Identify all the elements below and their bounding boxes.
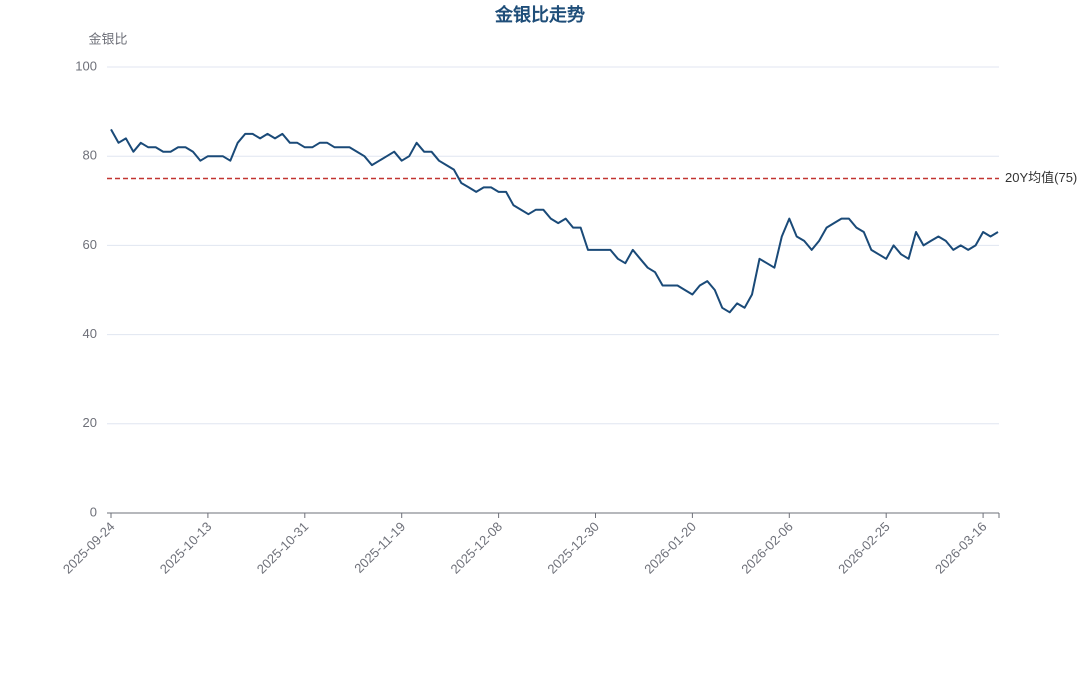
x-tick-label: 2025-10-13 — [157, 519, 215, 577]
x-tick-label: 2026-02-06 — [738, 519, 796, 577]
reference-label: 20Y均值(75) — [1005, 170, 1077, 185]
x-tick-label: 2025-10-31 — [254, 519, 312, 577]
x-tick-label: 2025-09-24 — [60, 519, 118, 577]
y-tick-label: 20 — [83, 415, 97, 430]
x-tick-label: 2025-12-30 — [544, 519, 602, 577]
y-tick-label: 80 — [83, 148, 97, 163]
data-line — [110, 128, 999, 314]
y-tick-label: 0 — [90, 504, 97, 519]
x-tick-label: 2026-03-16 — [932, 519, 990, 577]
chart-title: 金银比走势 — [494, 4, 585, 25]
y-tick-label: 40 — [83, 326, 97, 341]
x-tick-label: 2025-12-08 — [448, 519, 506, 577]
x-tick-label: 2026-02-25 — [835, 519, 893, 577]
y-axis-label: 金银比 — [88, 31, 127, 46]
y-tick-label: 60 — [83, 237, 97, 252]
x-tick-label: 2026-01-20 — [641, 519, 699, 577]
y-tick-label: 100 — [75, 58, 97, 73]
x-tick-label: 2025-11-19 — [351, 519, 408, 576]
